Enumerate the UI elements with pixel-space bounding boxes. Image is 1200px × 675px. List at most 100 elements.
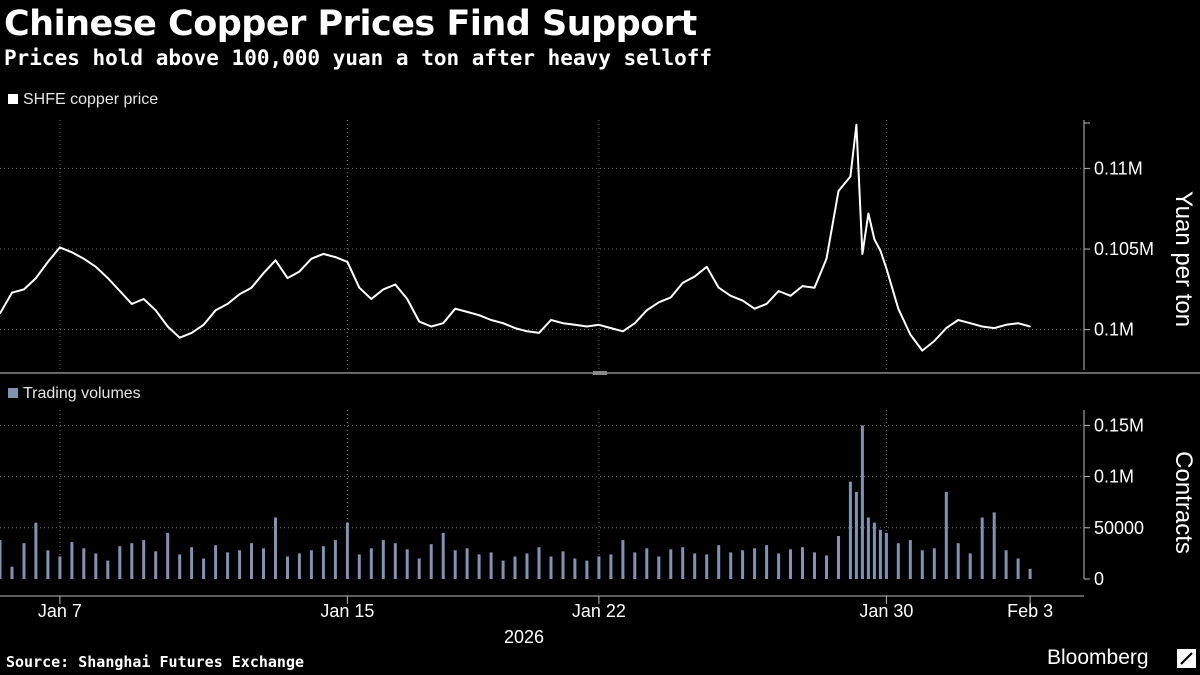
price-point: [921, 349, 924, 352]
volume-bar: [10, 566, 14, 579]
volume-bar: [789, 549, 792, 579]
volume-bar: [106, 560, 110, 579]
volume-bar: [309, 550, 313, 579]
volume-bar: [920, 550, 924, 579]
volume-bar: [274, 517, 277, 579]
price-point: [741, 299, 744, 302]
volume-legend-label: Trading volumes: [23, 385, 141, 402]
volume-bar: [537, 547, 541, 579]
volume-bar: [226, 552, 230, 579]
price-point: [142, 298, 145, 300]
volume-bar: [70, 542, 74, 579]
volume-bar: [297, 553, 301, 579]
price-point: [855, 124, 858, 126]
price-point: [969, 322, 971, 325]
price-point: [897, 307, 900, 310]
volume-bar: [753, 548, 757, 579]
price-point: [1029, 325, 1031, 328]
volume-bar: [932, 548, 936, 579]
volume-bar: [369, 548, 373, 579]
volume-bar: [417, 558, 421, 579]
volume-bar: [848, 481, 852, 579]
price-point: [981, 325, 983, 328]
price-point: [310, 257, 313, 260]
source-note: Source: Shanghai Futures Exchange: [6, 653, 305, 671]
volume-bar: [1016, 558, 1020, 579]
volume-bar: [729, 552, 733, 579]
price-point: [765, 303, 768, 305]
price-point: [813, 286, 816, 289]
volume-bar: [633, 552, 637, 579]
price-point: [454, 307, 457, 310]
volume-legend-swatch: [8, 388, 18, 398]
price-point: [418, 320, 421, 323]
price-point: [837, 190, 840, 192]
volume-bar: [825, 555, 828, 579]
volume-bar: [58, 556, 62, 579]
volume-bar: [94, 553, 98, 579]
price-point: [95, 266, 97, 268]
price-legend: SHFE copper price: [8, 91, 158, 109]
volume-bar: [441, 532, 445, 579]
price-point: [717, 286, 720, 289]
price-point: [202, 324, 205, 326]
volume-bar: [1004, 550, 1008, 579]
price-point: [873, 238, 876, 241]
price-point: [298, 270, 301, 273]
price-point: [550, 319, 552, 321]
volume-bar: [333, 540, 337, 579]
price-point: [107, 277, 109, 279]
volume-bar: [561, 551, 565, 579]
volume-bar: [801, 547, 804, 579]
price-point: [867, 212, 870, 215]
price-point: [861, 253, 864, 255]
volume-bar: [609, 554, 613, 579]
price-point: [274, 259, 277, 262]
volume-bar: [250, 543, 253, 579]
price-point: [430, 325, 433, 328]
volume-bar: [345, 522, 349, 579]
volume-bar: [597, 556, 601, 579]
price-point: [238, 293, 241, 296]
bloomberg-logo: Bloomberg: [1047, 646, 1149, 669]
volume-bar: [429, 544, 433, 579]
price-legend-label: SHFE copper price: [23, 91, 159, 108]
volume-bar: [681, 547, 685, 579]
volume-bar: [357, 554, 361, 579]
price-point: [586, 325, 588, 328]
volume-bar: [878, 529, 882, 579]
volume-bar: [992, 512, 996, 579]
price-point: [705, 266, 708, 268]
x-tick-label: Feb 3: [1007, 601, 1053, 621]
price-point: [59, 246, 61, 249]
price-series-line: [0, 123, 1031, 352]
volume-bar: [705, 554, 709, 579]
volume-bar: [777, 553, 781, 579]
volume-bar: [166, 532, 170, 579]
price-point: [178, 336, 181, 339]
price-point: [610, 327, 612, 329]
price-point: [825, 257, 828, 260]
volume-y-tick-label: 0.1M: [1094, 467, 1134, 487]
volume-bar: [669, 549, 673, 579]
price-point: [47, 261, 49, 263]
price-point: [729, 295, 732, 297]
volume-bar: [130, 543, 134, 579]
price-point: [634, 322, 636, 325]
price-point: [957, 319, 959, 321]
price-point: [885, 267, 888, 270]
price-point: [11, 291, 13, 294]
volume-y-tick-label: 50000: [1094, 518, 1144, 538]
price-point: [526, 330, 528, 333]
volume-bar: [501, 560, 505, 579]
price-point: [693, 275, 696, 278]
volume-bar: [22, 543, 26, 579]
volume-bar: [549, 556, 553, 579]
price-point: [370, 298, 373, 300]
volume-bar: [477, 554, 481, 579]
volume-bar: [645, 548, 649, 579]
x-tick-label: Jan 22: [572, 601, 626, 621]
chart-subtitle: Prices hold above 100,000 yuan a ton aft…: [4, 46, 713, 70]
volume-bar: [693, 553, 697, 579]
price-point: [71, 251, 73, 254]
